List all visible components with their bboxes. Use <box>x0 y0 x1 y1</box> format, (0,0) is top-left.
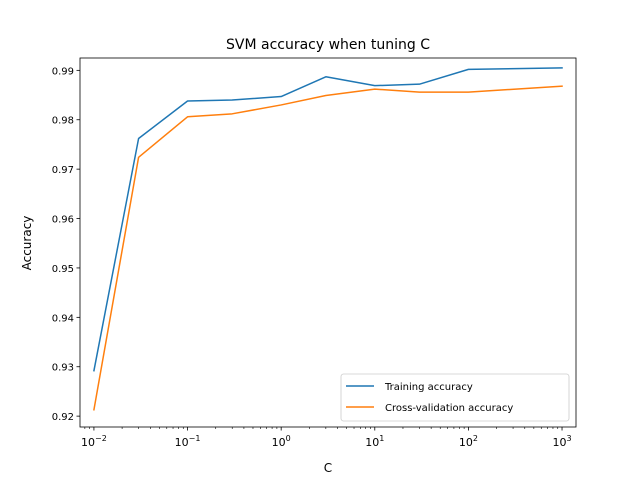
chart-title: SVM accuracy when tuning C <box>226 37 430 53</box>
y-tick-label: 0.98 <box>52 116 74 127</box>
legend-label-1: Cross-validation accuracy <box>385 403 513 414</box>
x-tick-label: 100 <box>272 434 291 449</box>
y-tick-label: 0.93 <box>52 363 74 374</box>
axes-frame <box>79 57 577 428</box>
y-tick-label: 0.92 <box>52 412 74 423</box>
series-line-1 <box>93 85 563 411</box>
x-tick-label: 102 <box>459 434 478 449</box>
x-tick-label: 10−1 <box>175 434 201 449</box>
legend: Training accuracy Cross-validation accura… <box>340 373 570 422</box>
legend-label-0: Training accuracy <box>384 382 473 393</box>
x-tick-label: 101 <box>365 434 384 449</box>
x-tick-label: 103 <box>552 434 571 449</box>
y-tick-label: 0.96 <box>52 215 74 226</box>
series-line-0 <box>93 67 563 372</box>
plot-area: 10−2 10−1 100 101 102 103 0.92 0.93 0.94 0.95 0.96… <box>52 57 577 449</box>
y-tick-label: 0.94 <box>52 313 74 324</box>
x-tick-label: 10−2 <box>81 434 107 449</box>
legend-box <box>340 373 570 422</box>
x-axis-title: C <box>324 461 332 475</box>
y-tick-label: 0.99 <box>52 66 74 77</box>
y-axis-title: Accuracy <box>20 216 34 271</box>
y-tick-label: 0.95 <box>52 264 74 275</box>
y-tick-label: 0.97 <box>52 165 74 176</box>
